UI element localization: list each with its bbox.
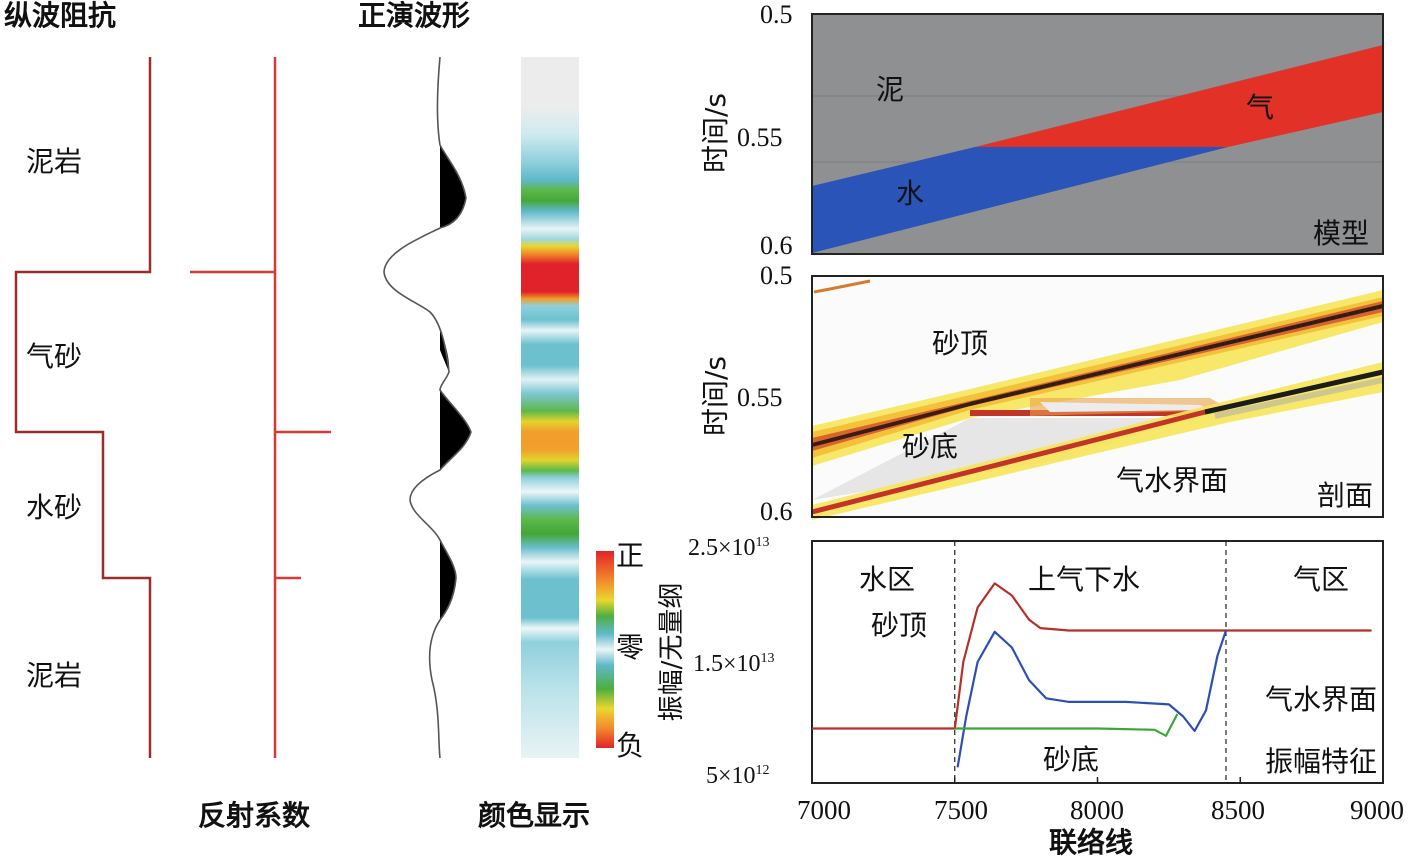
layer-label-mudstone-top: 泥岩 [26,145,83,178]
model-y-tick-1: 0.55 [737,123,783,152]
colorbar-negative-label: 负 [616,729,645,762]
waveform-trace [383,56,472,759]
layer-label-gas-sand: 气砂 [26,340,83,373]
waveform-positive-lobe-3 [440,390,471,470]
color-display-strip [521,57,579,758]
waveform-title: 正演波形 [358,0,471,32]
amplitude-series-2 [954,713,1179,737]
layer-label-water-sand: 水砂 [26,491,83,524]
chart-y-tick-2: 5×1012 [706,763,770,789]
gas-wedge [975,45,1383,147]
amplitude-colorbar [596,551,614,748]
waveform-positive-lobe-1 [440,145,466,228]
section-y-tick-1: 0.55 [737,383,783,412]
model-label-mud: 泥 [876,73,905,106]
chart-y-tick-0: 2.5×1013 [688,535,770,561]
waveform-positive-lobe-4 [440,540,456,620]
chart-x-tick-3: 8500 [1211,795,1265,825]
colorbar-zero-label: 零 [616,631,645,664]
sand-bottom-event-line [811,409,1206,515]
chart-x-axis-label: 联络线 [1049,826,1134,859]
section-corner-label: 剖面 [1317,479,1374,512]
section-label-sand-bottom: 砂底 [902,430,959,463]
chart-x-tick-2: 8000 [1070,795,1124,825]
chart-x-tick-0: 7000 [797,795,851,825]
section-label-sand-top: 砂顶 [932,327,989,360]
water-wedge [812,147,1228,253]
reflection-coefficient-label: 反射系数 [198,799,311,832]
model-y-tick-0: 0.5 [760,0,793,29]
chart-y-tick-1: 1.5×1013 [693,651,775,677]
layer-label-mudstone-bottom: 泥岩 [26,659,83,692]
chart-x-tick-4: 9000 [1350,795,1404,825]
sand-top-event-line [811,402,971,447]
section-y-tick-2: 0.6 [760,497,793,526]
section-y-tick-0: 0.5 [760,261,793,290]
chart-label-gwc: 气水界面 [1265,683,1378,716]
impedance-title: 纵波阻抗 [4,0,117,32]
zone-label-transition: 上气下水 [1028,563,1141,596]
zone-label-water: 水区 [859,563,916,596]
zone-label-gas: 气区 [1293,563,1350,596]
color-display-label: 颜色显示 [478,799,591,832]
chart-x-tick-1: 7500 [934,795,988,825]
model-corner-label: 模型 [1313,217,1370,250]
amplitude-series-1 [956,630,1228,768]
model-y-tick-2: 0.6 [760,231,793,260]
model-label-gas: 气 [1246,91,1275,124]
colorbar-positive-label: 正 [616,539,645,572]
impedance-log-line [14,57,152,758]
chart-label-sand-top: 砂顶 [871,609,928,642]
chart-label-sand-bottom: 砂底 [1043,743,1100,776]
chart-label-feature: 振幅特征 [1265,745,1378,778]
amplitude-series-0 [812,582,1372,730]
section-label-gwc: 气水界面 [1116,464,1229,497]
model-label-water: 水 [896,177,925,210]
